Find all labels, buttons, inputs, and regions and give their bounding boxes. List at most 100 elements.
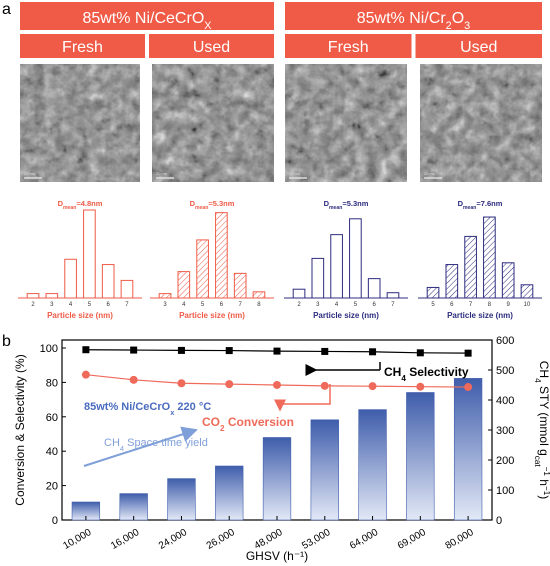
sty-bar xyxy=(262,437,292,521)
hist-bar xyxy=(252,291,266,299)
conversion-point xyxy=(129,375,138,384)
hist-bar xyxy=(426,286,440,299)
conversion-point xyxy=(81,370,90,379)
hist-tick: 3 xyxy=(316,302,320,308)
conversion-point xyxy=(464,383,473,392)
ytick-left: 40 xyxy=(46,446,58,458)
tem-image-3 xyxy=(285,64,407,182)
hist-bar xyxy=(101,264,115,299)
ytick-right: 300 xyxy=(496,425,514,437)
selectivity-point xyxy=(177,346,185,354)
sty-bar xyxy=(119,493,148,521)
ytick-left: 0 xyxy=(52,515,58,527)
selectivity-point xyxy=(82,346,90,354)
ytick-left: 100 xyxy=(40,343,58,355)
hist-bar xyxy=(386,292,400,299)
hist-tick: 4 xyxy=(182,302,186,308)
tem-images: 20 nm 20 nm 20 nm 20 nm xyxy=(20,64,542,182)
svg-text:20 nm: 20 nm xyxy=(424,171,436,176)
panel-a-label: a xyxy=(2,1,11,18)
ytick-left: 20 xyxy=(46,481,58,493)
dmean-label: Dmean=4.8nm xyxy=(58,199,103,211)
selectivity-legend: CH4 Selectivity xyxy=(384,365,469,383)
xtick: 80,000 xyxy=(444,527,476,552)
chart-b: 0 20 40 60 80 100 0 100 200 300 400 500 600 10,000 16,… xyxy=(13,335,550,563)
conversion-point xyxy=(273,380,281,389)
hist-tick: 2 xyxy=(31,302,35,308)
tem-image-4 xyxy=(420,64,542,182)
xtick: 26,000 xyxy=(205,527,237,552)
hist-bar xyxy=(233,272,247,299)
xtick: 24,000 xyxy=(157,527,189,552)
hist-tick: 3 xyxy=(50,302,54,308)
xlabel: GHSV (h⁻¹) xyxy=(246,549,308,563)
hist-tick: 4 xyxy=(335,302,339,308)
selectivity-point xyxy=(369,348,377,356)
panel-b-label: b xyxy=(2,333,11,350)
hist-bar xyxy=(120,279,134,299)
hist-bar xyxy=(45,293,59,299)
sty-bar xyxy=(215,465,244,521)
hist-bar xyxy=(330,234,343,299)
ytick-right: 100 xyxy=(496,485,514,497)
hist-tick: 10 xyxy=(524,302,531,308)
hist-bar xyxy=(64,258,77,299)
histogram-2: Dmean=5.3nm 3 4 5 6 7 8 Particle size (nm) xyxy=(150,199,274,320)
hist-bar xyxy=(445,264,459,299)
column-header-bg xyxy=(415,34,542,58)
xtick: 16,000 xyxy=(109,527,141,552)
selectivity-point xyxy=(225,347,233,355)
conversion-point xyxy=(177,379,186,388)
sty-bar xyxy=(310,419,339,521)
column-header-bg xyxy=(20,34,145,58)
hist-tick: 6 xyxy=(373,302,377,308)
hist-bar xyxy=(158,293,172,299)
xtick: 64,000 xyxy=(348,527,380,552)
group-headers: 85wt% Ni/CeCrOX Fresh Used 85wt% Ni/Cr2O3 Fr… xyxy=(20,2,542,58)
group-header-2: 85wt% Ni/Cr2O3 Fresh Used xyxy=(285,2,542,58)
catalyst-annotation: 85wt% Ni/CeCrOx 220 °C xyxy=(84,401,211,417)
dmean-label: Dmean=7.6nm xyxy=(458,199,503,211)
hist-bar xyxy=(501,262,515,299)
hist-xlabel: Particle size (nm) xyxy=(447,311,513,320)
conversion-arrow xyxy=(280,384,331,405)
column-header-fresh: Fresh xyxy=(328,39,369,56)
hist-tick: 2 xyxy=(297,302,301,308)
ytick-right: 600 xyxy=(496,335,514,347)
column-header-used: Used xyxy=(460,39,497,56)
hist-xlabel: Particle size (nm) xyxy=(179,311,245,320)
conversion-point xyxy=(320,381,329,390)
histogram-4: Dmean=7.6nm 5 6 7 8 9 10 Particle size (nm) xyxy=(418,199,542,320)
hist-tick: 8 xyxy=(257,302,261,308)
svg-text:20 nm: 20 nm xyxy=(24,171,36,176)
hist-bar xyxy=(196,239,209,299)
scale-bar: 20 nm xyxy=(24,171,42,179)
hist-tick: 7 xyxy=(391,302,395,308)
hist-tick: 3 xyxy=(163,302,167,308)
hist-bar xyxy=(177,271,191,299)
ytick-left: 80 xyxy=(46,377,58,389)
sty-bar xyxy=(453,378,483,521)
selectivity-point xyxy=(321,347,329,355)
conversion-point xyxy=(416,382,425,391)
tem-image-2 xyxy=(152,64,274,182)
hist-bar xyxy=(311,257,325,299)
histogram-3: Dmean=5.3nm 2 3 4 5 6 7 Particle size (nm) xyxy=(284,199,408,320)
sty-legend: CH4 Space time yield xyxy=(104,437,208,453)
scale-bar: 20 nm xyxy=(289,171,307,179)
sty-bar xyxy=(167,478,196,521)
ytick-right: 200 xyxy=(496,455,514,467)
hist-tick: 5 xyxy=(431,302,435,308)
selectivity-point xyxy=(130,346,138,354)
hist-bar xyxy=(520,284,534,299)
hist-tick: 6 xyxy=(220,302,224,308)
ylabel-right-group: CH4 STY (mmol gcat−1 h−1) xyxy=(534,361,550,500)
hist-tick: 6 xyxy=(450,302,454,308)
ytick-right: 400 xyxy=(496,395,514,407)
histogram-1: Dmean=4.8nm 2 3 4 5 6 7 Particle size (nm) xyxy=(18,199,142,320)
hist-tick: 5 xyxy=(201,302,205,308)
column-header-bg xyxy=(149,34,274,58)
hist-tick: 7 xyxy=(125,302,129,308)
group-title: 85wt% Ni/CeCrOX xyxy=(82,10,212,32)
